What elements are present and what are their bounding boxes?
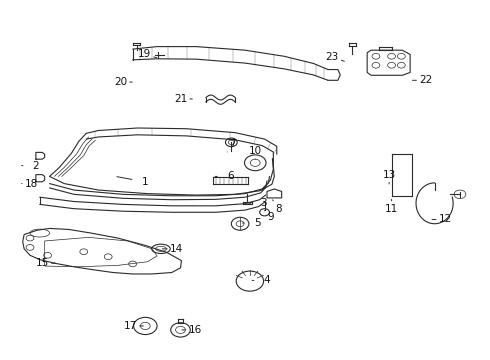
Text: 3: 3 (249, 198, 267, 208)
Text: 15: 15 (36, 258, 55, 268)
Text: 19: 19 (138, 49, 157, 59)
Text: 12: 12 (432, 215, 452, 224)
Text: 16: 16 (182, 325, 202, 335)
Text: 5: 5 (243, 218, 261, 228)
Text: 18: 18 (22, 179, 38, 189)
Text: 7: 7 (227, 139, 236, 152)
Text: 9: 9 (265, 211, 274, 221)
Text: 17: 17 (123, 321, 144, 331)
Text: 21: 21 (174, 94, 192, 104)
Text: 13: 13 (383, 170, 396, 184)
Text: 8: 8 (272, 200, 282, 214)
Text: 1: 1 (117, 177, 148, 187)
Text: 23: 23 (325, 52, 344, 62)
Text: 4: 4 (252, 275, 270, 285)
Text: 22: 22 (413, 75, 432, 85)
Text: 20: 20 (114, 77, 132, 87)
Text: 6: 6 (215, 171, 234, 181)
Text: 11: 11 (385, 199, 398, 214)
Text: 2: 2 (22, 161, 39, 171)
Text: 14: 14 (162, 244, 183, 254)
Text: 10: 10 (249, 146, 262, 159)
